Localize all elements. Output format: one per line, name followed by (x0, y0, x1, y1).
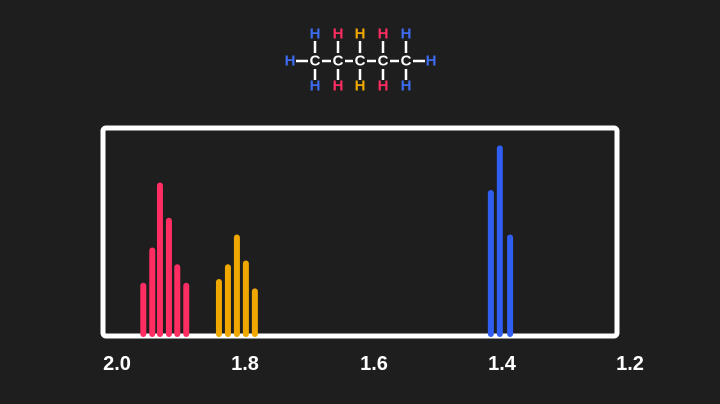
hydrogen-atom: H (310, 78, 321, 95)
x-axis-ticks: 2.0 1.8 1.6 1.4 1.2 (103, 353, 644, 375)
carbon-atom: C (401, 53, 412, 70)
spectrum-peaks (140, 145, 514, 337)
hydrogen-atom: H (401, 26, 412, 43)
hydrogen-atom: H (355, 26, 366, 43)
hydrogen-atom: H (378, 26, 389, 43)
hydrogen-atom: H (401, 78, 412, 95)
tick-label: 1.6 (360, 353, 388, 375)
hydrogen-atom: H (310, 26, 321, 43)
plot-frame (100, 125, 620, 339)
carbon-atom: C (333, 53, 344, 70)
hydrogen-atom: H (333, 78, 344, 95)
carbon-atom: C (310, 53, 321, 70)
hydrogen-atom: H (378, 78, 389, 95)
hydrogen-atom: H (355, 78, 366, 95)
tick-label: 2.0 (103, 353, 131, 375)
hydrogen-atom: H (333, 26, 344, 43)
hydrogen-atom: H (426, 53, 437, 70)
hydrogen-atom: H (285, 53, 296, 70)
carbon-atom: C (355, 53, 366, 70)
tick-label: 1.4 (488, 353, 517, 375)
tick-label: 1.2 (616, 353, 644, 375)
carbon-atom: C (378, 53, 389, 70)
tick-label: 1.8 (231, 353, 259, 375)
